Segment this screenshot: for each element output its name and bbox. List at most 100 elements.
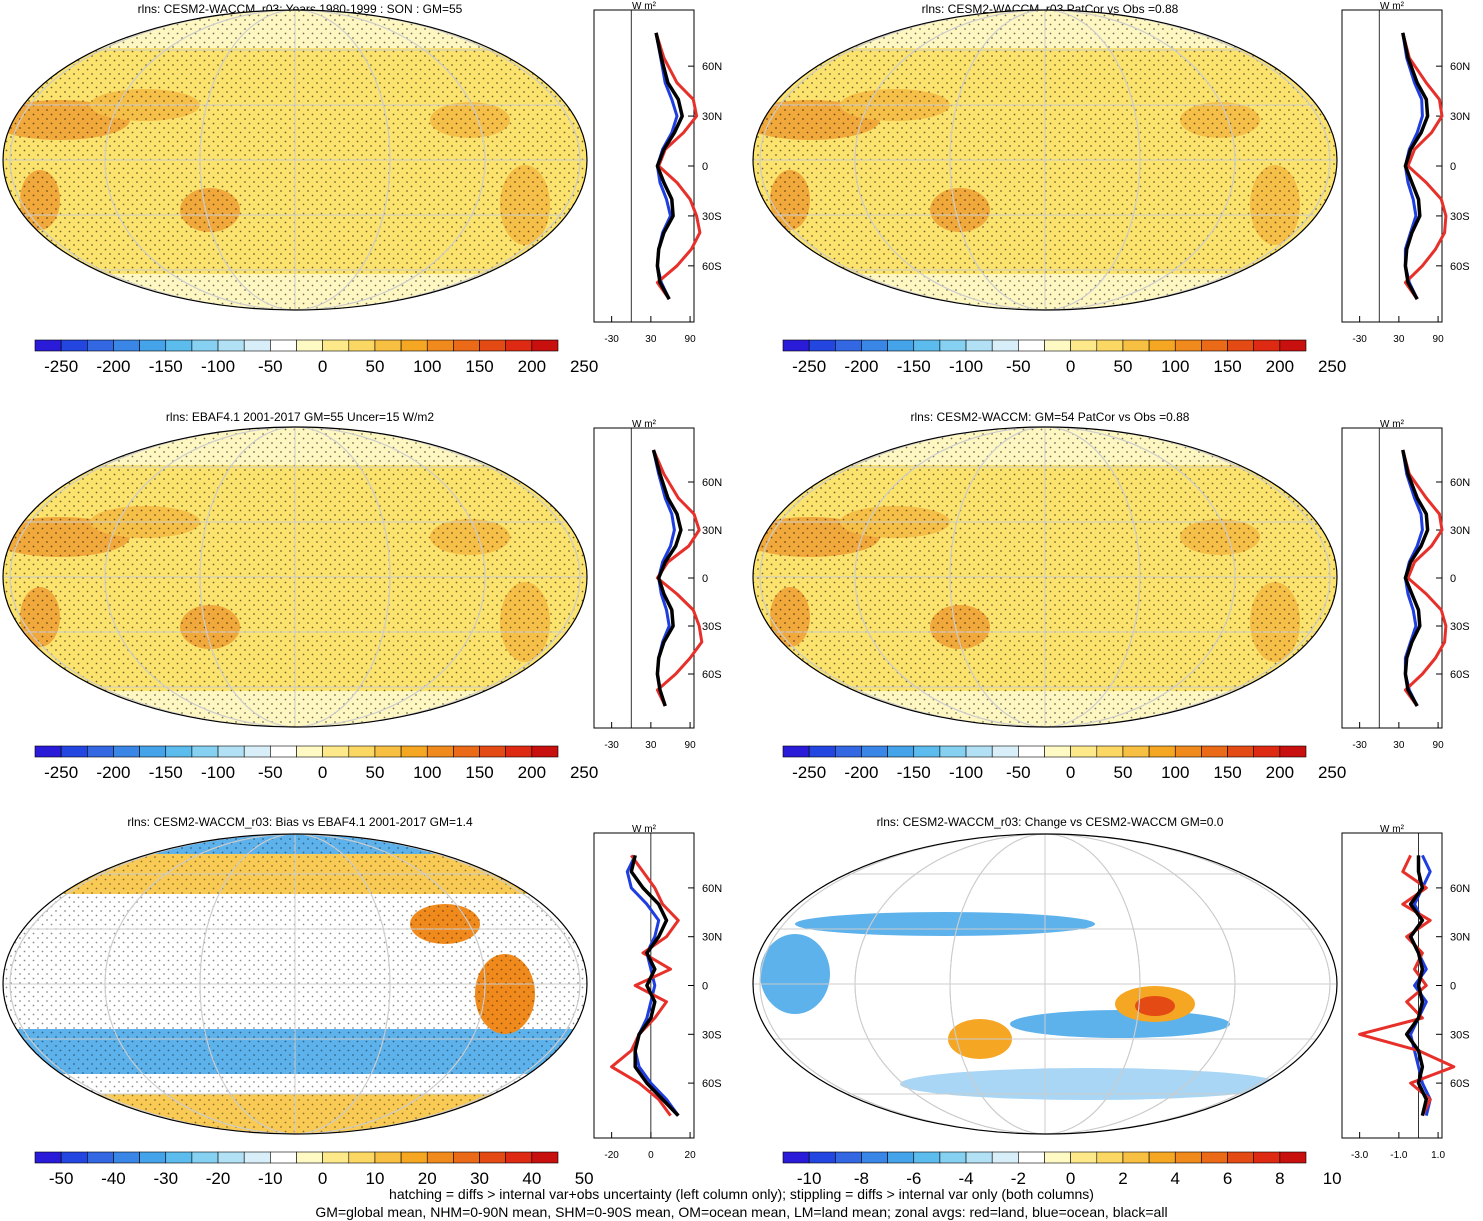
map-outline xyxy=(2,426,588,728)
colorbar-tick-label: -100 xyxy=(201,357,235,376)
colorbar-cell xyxy=(531,339,559,352)
colorbar-tick-label: -250 xyxy=(792,763,826,782)
zonal-series-land xyxy=(1401,449,1448,707)
zonal-plot-3: W m² -30 30 90 60N 30N 0 30S 60S xyxy=(593,419,722,751)
zonal-ytick-label: 0 xyxy=(1450,573,1456,585)
colorbar-cell xyxy=(531,745,559,758)
zonal-ytick-label: 30S xyxy=(1450,211,1470,223)
map-outline xyxy=(2,833,588,1135)
map-panel-6 xyxy=(752,833,1338,1135)
meridian xyxy=(199,10,391,310)
zonal-series-all xyxy=(1404,855,1429,1117)
colorbar-cell xyxy=(479,1151,506,1164)
colorbar-tick-label: -50 xyxy=(258,763,283,782)
colorbar-cell xyxy=(861,1151,888,1164)
colorbar-tick-label: 100 xyxy=(413,763,441,782)
colorbar-tick-label: -250 xyxy=(792,357,826,376)
colorbar-cell xyxy=(1227,1151,1255,1164)
panel-title-1: rlns: CESM2-WACCM_r03: Years 1980-1999 :… xyxy=(137,2,463,16)
colorbar-cell xyxy=(1070,339,1098,352)
meridian xyxy=(759,427,1331,727)
colorbar-tick-label: 30 xyxy=(470,1169,489,1188)
colorbar-cell xyxy=(374,339,402,352)
colorbar-cell xyxy=(453,339,480,352)
colorbar-cell xyxy=(887,745,915,758)
meridian xyxy=(759,834,1331,1134)
colorbar-cell xyxy=(270,745,297,758)
colorbar-cell xyxy=(348,745,376,758)
colorbar-cell xyxy=(139,745,167,758)
zonal-ytick-label: 60S xyxy=(702,1078,722,1090)
colorbar-cell xyxy=(1018,1151,1045,1164)
panel-title-4: rlns: CESM2-WACCM: GM=54 PatCor vs Obs =… xyxy=(910,410,1190,424)
colorbar-tick-label: 150 xyxy=(465,357,493,376)
zonal-ytick-label: 0 xyxy=(702,981,708,993)
colorbar-tick-label: 0 xyxy=(318,357,327,376)
zonal-series-all xyxy=(1401,449,1430,707)
colorbar-tick-label: 100 xyxy=(1161,763,1189,782)
colorbar-cell xyxy=(808,745,836,758)
colorbar-tick-label: 200 xyxy=(518,763,546,782)
zonal-series-all xyxy=(651,449,683,707)
colorbar-6: -10 -8 -6 -4 -2 0 2 4 6 8 10 xyxy=(782,1151,1342,1188)
zonal-plot-5: W m² -20 0 20 60N 30N 0 30S 60S xyxy=(593,824,722,1161)
colorbar-tick-label: -6 xyxy=(906,1169,921,1188)
colorbar-4: -250 -200 -150 -100 -50 0 50 100 150 200 250 xyxy=(782,745,1346,782)
colorbar-tick-label: -10 xyxy=(258,1169,283,1188)
colorbar-cell xyxy=(139,1151,167,1164)
colorbar-cell xyxy=(913,1151,941,1164)
meridian xyxy=(104,834,486,1134)
zonal-plot-1: W m² -30 30 90 60N 30N 0 30S 60S xyxy=(593,1,722,345)
zonal-xtick-label: 30 xyxy=(645,334,657,345)
colorbar-cell xyxy=(400,745,428,758)
zonal-ytick-label: 0 xyxy=(1450,161,1456,173)
colorbar-tick-label: -100 xyxy=(949,763,983,782)
map-outline xyxy=(752,9,1338,311)
colorbar-tick-label: -4 xyxy=(958,1169,973,1188)
colorbar-cell xyxy=(1148,1151,1176,1164)
zonal-series-land xyxy=(1401,32,1448,300)
so-neg xyxy=(900,1068,1280,1100)
colorbar-cell xyxy=(1044,745,1071,758)
zonal-ytick-label: 30S xyxy=(702,211,722,223)
colorbar-cell xyxy=(834,745,862,758)
colorbar-cell xyxy=(782,745,810,758)
colorbar-3: -250 -200 -150 -100 -50 0 50 100 150 200 250 xyxy=(34,745,598,782)
colorbar-tick-label: 200 xyxy=(1266,357,1294,376)
zonal-plot-4: W m² -30 30 90 60N 30N 0 30S 60S xyxy=(1341,419,1470,751)
meridian xyxy=(9,834,581,1134)
zonal-series-all xyxy=(1401,32,1430,300)
colorbar-cell xyxy=(322,1151,350,1164)
colorbar-cell xyxy=(426,1151,454,1164)
colorbar-cell xyxy=(322,745,350,758)
colorbar-cell xyxy=(913,745,941,758)
map-panel-1 xyxy=(2,9,588,311)
zonal-ytick-label: 30N xyxy=(1450,525,1470,537)
colorbar-cell xyxy=(60,339,88,352)
meridian xyxy=(854,834,1236,1134)
colorbar-tick-label: 10 xyxy=(1323,1169,1342,1188)
colorbar-tick-label: -50 xyxy=(1006,763,1031,782)
colorbar-tick-label: 250 xyxy=(1318,763,1346,782)
zonal-ytick-label: 30N xyxy=(1450,932,1470,944)
colorbar-cell xyxy=(191,745,219,758)
meridian xyxy=(949,10,1141,310)
colorbar-cell xyxy=(322,339,350,352)
colorbar-cell xyxy=(1096,339,1124,352)
colorbar-tick-label: 250 xyxy=(570,357,598,376)
panel-title-6: rlns: CESM2-WACCM_r03: Change vs CESM2-W… xyxy=(876,815,1224,829)
colorbar-cell xyxy=(939,339,967,352)
zonal-ytick-label: 30S xyxy=(1450,1029,1470,1041)
colorbar-cell xyxy=(479,339,506,352)
colorbar-cell xyxy=(165,745,193,758)
colorbar-cell xyxy=(1096,1151,1124,1164)
colorbar-tick-label: 50 xyxy=(365,357,384,376)
colorbar-tick-label: -20 xyxy=(206,1169,231,1188)
colorbar-cell xyxy=(913,339,941,352)
colorbar-tick-label: -10 xyxy=(797,1169,822,1188)
colorbar-cell xyxy=(531,1151,559,1164)
colorbar-cell xyxy=(243,339,271,352)
colorbar-cell xyxy=(505,1151,533,1164)
colorbar-cell xyxy=(1122,339,1150,352)
meridian xyxy=(949,427,1141,727)
